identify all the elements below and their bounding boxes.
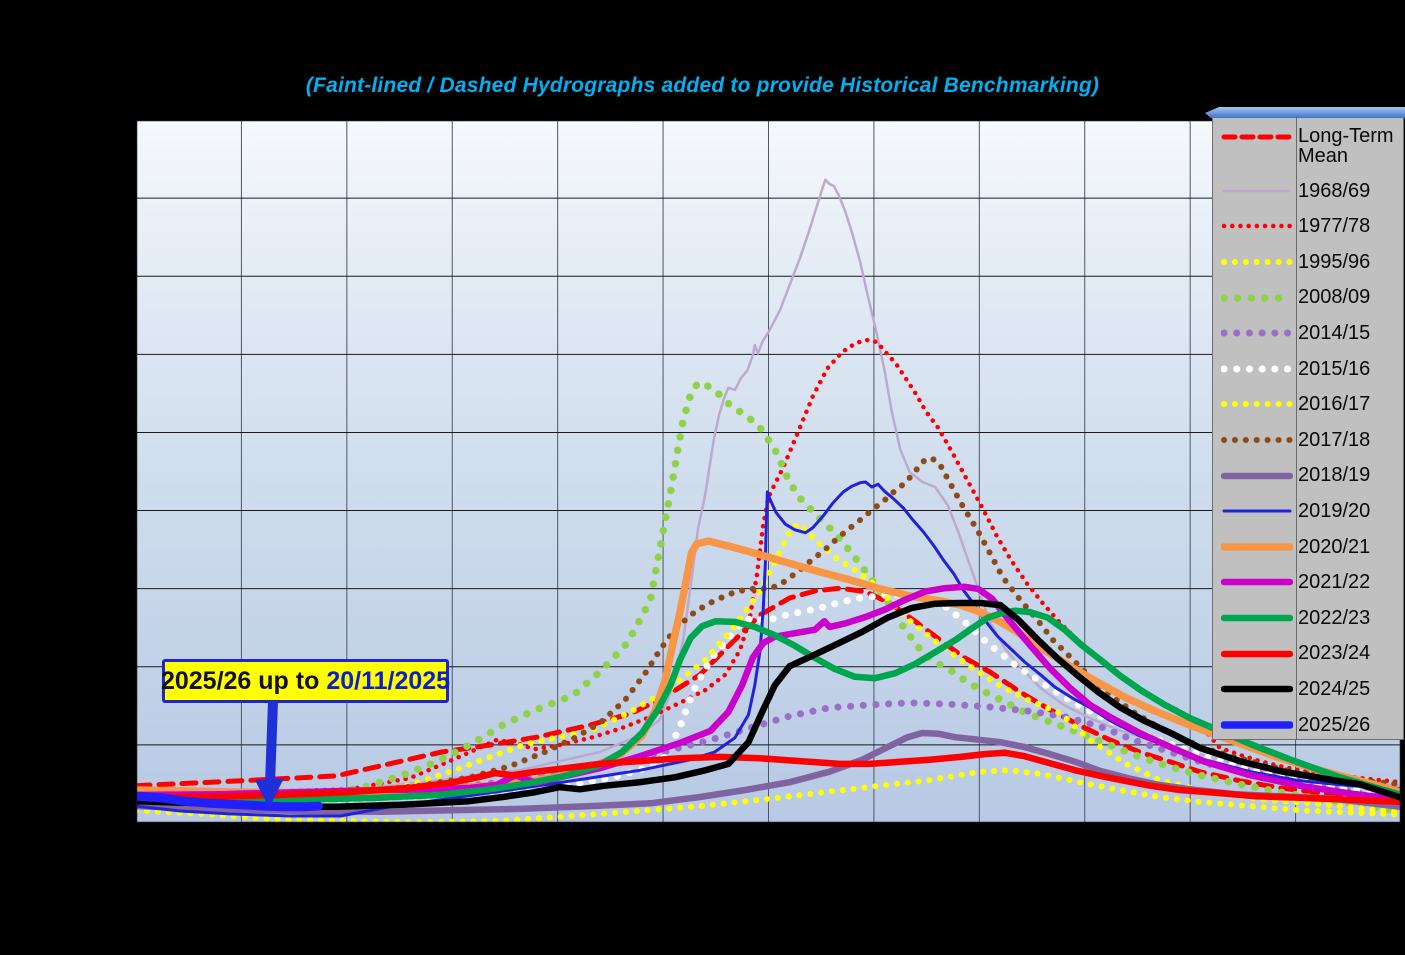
- legend-label: 2025/26: [1298, 713, 1371, 736]
- series-2016-17: [136, 521, 1401, 816]
- legend-item-2008-09: 2008/09: [1221, 280, 1403, 316]
- annotation-date: 20/11/2025: [326, 666, 451, 695]
- legend-item-2015-16: 2015/16: [1221, 351, 1403, 387]
- legend-swatch-line-icon: [1221, 365, 1293, 373]
- legend-label: 2022/23: [1298, 606, 1371, 629]
- legend-swatch-line-icon: [1221, 329, 1293, 337]
- legend-label: 2024/25: [1298, 677, 1371, 700]
- gridline-over-legend: [1296, 117, 1297, 740]
- legend-item-2021-22: 2021/22: [1221, 565, 1403, 601]
- legend-label: 2015/16: [1298, 357, 1371, 380]
- legend-swatch-line-icon: [1222, 509, 1292, 513]
- plot-area: [136, 120, 1401, 823]
- legend-item-1977-78: 1977/78: [1221, 209, 1403, 245]
- legend-item-2022-23: 2022/23: [1221, 600, 1403, 636]
- legend-label: 1968/69: [1298, 179, 1371, 202]
- legend-item-2019-20: 2019/20: [1221, 493, 1403, 529]
- legend-swatch-line-icon: [1221, 685, 1293, 693]
- legend-swatch-line-icon: [1221, 472, 1293, 479]
- legend-swatch-line-icon: [1221, 650, 1293, 657]
- legend-label: 2016/17: [1298, 393, 1371, 416]
- legend-label: 2008/09: [1298, 286, 1371, 309]
- series-2023-24: [136, 749, 1401, 806]
- legend-label: Long-Term Mean: [1298, 125, 1394, 168]
- legend-swatch-line-icon: [1221, 436, 1293, 443]
- legend-label: 2014/15: [1298, 321, 1371, 344]
- chart-subtitle: (Faint-lined / Dashed Hydrographs added …: [305, 74, 1100, 97]
- series-2008-09: [136, 379, 1401, 815]
- legend-swatch-line-icon: [1221, 293, 1293, 302]
- legend-item-2016-17: 2016/17: [1221, 387, 1403, 423]
- legend-label: 1977/78: [1298, 215, 1371, 238]
- legend-swatch-line-icon: [1221, 258, 1293, 265]
- annotation-text: 2025/26 up to: [160, 666, 327, 695]
- legend-label: 1995/96: [1298, 250, 1371, 273]
- legend-label: 2023/24: [1298, 642, 1371, 665]
- series-2019-20: [136, 480, 1401, 818]
- legend-swatch-line-icon: [1221, 614, 1293, 622]
- legend-label: 2017/18: [1298, 428, 1371, 451]
- legend-item-2018-19: 2018/19: [1221, 458, 1403, 494]
- series-2025-26: [136, 791, 323, 812]
- legend-label: 2019/20: [1298, 499, 1371, 522]
- series-2021-22: [136, 583, 1401, 804]
- legend-item-2017-18: 2017/18: [1221, 422, 1403, 458]
- legend-label: 2021/22: [1298, 571, 1371, 594]
- legend-swatch-line-icon: [1221, 720, 1293, 729]
- legend-swatch-line-icon: [1221, 579, 1293, 586]
- legend-item-2020-21: 2020/21: [1221, 529, 1403, 565]
- legend: Long-Term Mean 1968/69 1977/78 1995/96 2008/…: [1212, 117, 1404, 740]
- legend-item-1995-96: 1995/96: [1221, 244, 1403, 280]
- hydrograph-series-canvas: [136, 120, 1401, 823]
- legend-item-list: Long-Term Mean 1968/69 1977/78 1995/96 2008/…: [1221, 120, 1403, 739]
- legend-label: 2018/19: [1298, 464, 1371, 487]
- annotation-callout: 2025/26 up to 20/11/2025: [160, 659, 451, 703]
- series-2022-23: [136, 607, 1401, 804]
- legend-swatch-line-icon: [1221, 224, 1293, 229]
- legend-item-2023-24: 2023/24: [1221, 636, 1403, 672]
- legend-item-2024-25: 2024/25: [1221, 671, 1403, 707]
- legend-item-1968-69: 1968/69: [1221, 173, 1403, 209]
- legend-top-bar: [1205, 107, 1405, 118]
- legend-swatch-line-icon: [1222, 189, 1292, 193]
- legend-swatch-line-icon: [1221, 401, 1293, 408]
- legend-item-2014-15: 2014/15: [1221, 315, 1403, 351]
- legend-item-2025-26: 2025/26: [1221, 707, 1403, 739]
- legend-item-long-term-mean: Long-Term Mean: [1221, 120, 1403, 173]
- series-2024-25: [136, 599, 1401, 811]
- legend-label: 2020/21: [1298, 535, 1371, 558]
- legend-swatch-line-icon: [1221, 134, 1293, 140]
- series-1968-69: [136, 178, 1401, 796]
- legend-swatch-line-icon: [1221, 542, 1293, 551]
